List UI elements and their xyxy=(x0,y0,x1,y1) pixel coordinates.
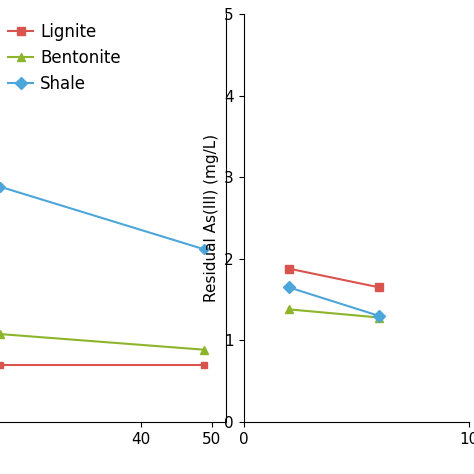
Legend: Lignite, Bentonite, Shale: Lignite, Bentonite, Shale xyxy=(9,23,120,93)
Y-axis label: Residual As(III) (mg/L): Residual As(III) (mg/L) xyxy=(204,134,219,302)
